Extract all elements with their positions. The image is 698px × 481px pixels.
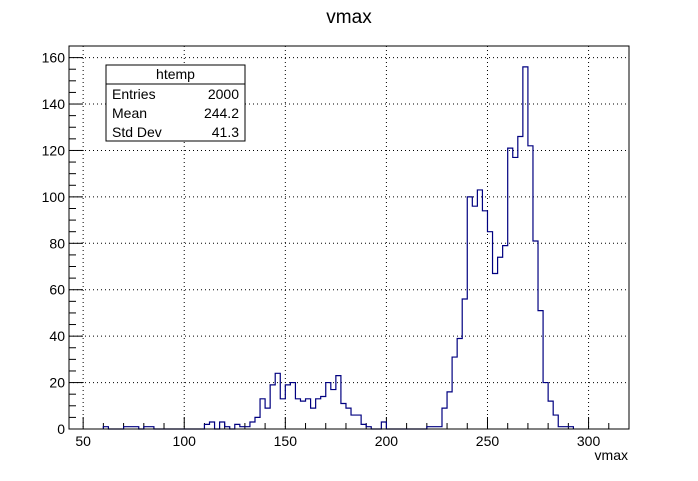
stats-label-entries: Entries (112, 86, 156, 102)
y-tick-label: 160 (42, 50, 66, 66)
y-tick-label: 140 (42, 96, 66, 112)
histogram-bin (553, 415, 558, 429)
histogram-bin (295, 399, 300, 429)
stats-label-std-dev: Std Dev (112, 124, 162, 140)
x-axis-label: vmax (595, 447, 628, 463)
histogram-bin (361, 424, 366, 429)
histogram-bin (280, 399, 285, 429)
histogram-bin (472, 206, 477, 429)
stats-box-frame (105, 64, 246, 142)
histogram-bin (543, 383, 548, 429)
histogram-bin (356, 415, 361, 429)
histogram-bin (306, 399, 311, 429)
histogram-bin (220, 422, 225, 429)
histogram-bin (518, 137, 523, 429)
histogram-bin (204, 424, 209, 429)
histogram-bin (235, 424, 240, 429)
x-tick-label: 100 (173, 433, 197, 449)
stats-box-title: htemp (156, 66, 195, 82)
plot-frame (68, 45, 630, 430)
histogram-bin (275, 373, 280, 429)
y-tick-label: 60 (49, 282, 65, 298)
histogram-bin (290, 383, 295, 429)
x-tick-label: 150 (274, 433, 298, 449)
histogram-bin (270, 385, 275, 429)
histogram-bin (533, 241, 538, 429)
histogram-bin (326, 383, 331, 429)
histogram-bin (255, 417, 260, 429)
histogram-bin (523, 67, 528, 429)
histogram-bin (210, 422, 215, 429)
histogram-bin (260, 399, 265, 429)
histogram-bin (493, 273, 498, 429)
y-tick-label: 40 (49, 328, 65, 344)
histogram-bin (467, 197, 472, 429)
histogram-bin (311, 408, 316, 429)
histogram-bin (498, 257, 503, 429)
x-tick-label: 200 (375, 433, 399, 449)
y-tick-label: 0 (57, 421, 65, 437)
histogram-bin (346, 408, 351, 429)
y-tick-label: 80 (49, 235, 65, 251)
histogram-bin (538, 311, 543, 429)
histogram-bin (300, 401, 305, 429)
histogram-bin (336, 376, 341, 429)
histogram-bin (321, 397, 326, 429)
histogram-bin (285, 385, 290, 429)
x-tick-label: 250 (476, 433, 500, 449)
histogram-bin (477, 190, 482, 429)
stats-value-std-dev: 41.3 (212, 124, 239, 140)
histogram-bin (503, 246, 508, 429)
histogram-bin (513, 157, 518, 429)
histogram-bin (528, 146, 533, 429)
histogram-bin (452, 357, 457, 429)
histogram-bin (457, 338, 462, 429)
stats-box: htemp Entries 2000 Mean 244.2 Std Dev 41… (105, 64, 246, 142)
grid-lines (69, 46, 629, 429)
histogram-bin (331, 390, 336, 429)
histogram-bin (447, 392, 452, 429)
stats-value-mean: 244.2 (204, 105, 239, 121)
histogram-bin (265, 408, 270, 429)
chart-title: vmax (326, 7, 372, 28)
histogram-bin (351, 415, 356, 429)
histogram-bin (508, 148, 513, 429)
stats-label-mean: Mean (112, 105, 147, 121)
histogram-bin (250, 422, 255, 429)
histogram-bin (548, 401, 553, 429)
tick-labels: 50 100 150 200 250 300 0 20 40 60 80 100 120 140 160 (42, 50, 601, 449)
histogram-bin (487, 232, 492, 429)
axis-ticks (69, 45, 630, 430)
histogram-bin (442, 408, 447, 429)
stats-value-entries: 2000 (208, 86, 239, 102)
y-tick-label: 100 (42, 189, 66, 205)
y-tick-label: 120 (42, 142, 66, 158)
histogram-bin (341, 403, 346, 429)
histogram-bin (462, 299, 467, 429)
histogram-bin (482, 211, 487, 429)
x-tick-label: 50 (75, 433, 91, 449)
histogram-outline (102, 66, 575, 430)
x-tick-label: 300 (577, 433, 601, 449)
histogram-bin (381, 422, 386, 429)
histogram-bin (316, 399, 321, 429)
y-tick-label: 20 (49, 375, 65, 391)
